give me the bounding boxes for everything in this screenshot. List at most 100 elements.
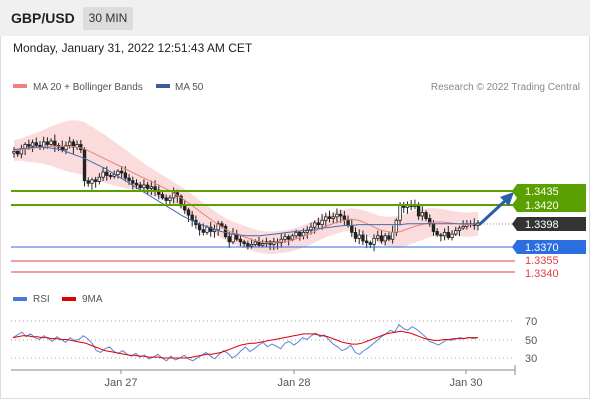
x-label-jan27: Jan 27 (104, 377, 137, 389)
x-label-jan30: Jan 30 (449, 377, 482, 389)
ma20-legend-label: MA 20 + Bollinger Bands (33, 82, 143, 93)
candle-body (454, 230, 458, 235)
candle-body (101, 171, 105, 178)
candle-body (67, 141, 72, 146)
candle-body (257, 241, 261, 246)
candle-body (30, 142, 35, 147)
candle-body (238, 238, 243, 243)
candle-body (205, 226, 209, 233)
candle-body (312, 222, 317, 228)
candle-body (227, 236, 231, 243)
candle-body (376, 235, 380, 239)
rsi-legend-label: RSI (33, 294, 50, 305)
candle-body (383, 235, 387, 242)
candle-body (220, 223, 224, 227)
candle-body (190, 214, 194, 221)
candle-body (60, 146, 64, 151)
candle-body (320, 219, 324, 226)
candle-body (131, 180, 135, 184)
candle-body (160, 194, 165, 199)
symbol-title: GBP/USD (11, 10, 75, 26)
candle-body (142, 184, 146, 188)
candle-body (431, 223, 436, 232)
candle-body (298, 231, 302, 237)
candle-body (12, 150, 16, 154)
candle-body (90, 179, 94, 184)
candle-body (357, 234, 361, 239)
candle-body (394, 219, 399, 233)
candle-body (294, 231, 298, 237)
candle-body (116, 170, 120, 176)
candle-body (364, 240, 369, 244)
candle-body (338, 213, 343, 217)
candle-body (246, 243, 250, 247)
projection-arrow-head (500, 192, 514, 206)
candle-body (372, 237, 376, 245)
candle-body (127, 177, 131, 182)
level-2-tag (517, 198, 586, 212)
candle-body (390, 231, 395, 240)
level-2-tag-arrow (512, 198, 517, 212)
candle-body (197, 224, 202, 231)
candle-body (361, 234, 365, 242)
candle-body (279, 238, 283, 244)
candle-body (64, 144, 68, 151)
candle-body (138, 184, 142, 188)
candle-body (286, 236, 291, 240)
candle-body (301, 231, 306, 237)
timeframe-button[interactable]: 30 MIN (83, 7, 133, 30)
candle-body (353, 231, 358, 239)
candle-body (249, 244, 254, 247)
rsi-legend-swatch (13, 297, 27, 301)
research-credit: Research © 2022 Trading Central (431, 82, 580, 93)
candle-body (442, 231, 447, 237)
level-1-tag-arrow (512, 184, 517, 198)
pivot-value: 1.3370 (525, 242, 559, 254)
candle-body (108, 175, 113, 177)
candle-body (261, 243, 265, 246)
candle-body (420, 212, 425, 217)
ma20-line (13, 145, 479, 244)
candle-body (16, 150, 20, 155)
ma50-line (13, 146, 478, 237)
candle-body (461, 225, 465, 229)
candle-body (446, 231, 451, 238)
rsi-axis-50: 50 (525, 335, 537, 347)
pivot-tag (517, 240, 586, 254)
candle-body (27, 144, 31, 147)
rsi-9ma-legend-swatch (62, 297, 76, 301)
rsi-9ma-line (12, 330, 478, 359)
candle-body (316, 222, 321, 225)
timestamp: Monday, January 31, 2022 12:51:43 AM CET (13, 41, 253, 55)
level-2-value: 1.3420 (525, 200, 559, 212)
candle-body (105, 171, 109, 176)
candle-body (324, 216, 328, 221)
rsi-axis-30: 30 (525, 353, 537, 365)
candle-body (387, 235, 391, 240)
candle-body (97, 176, 102, 182)
candle-body (79, 144, 83, 151)
candle-body (309, 226, 313, 232)
last-price-tag-arrow (512, 217, 517, 231)
candle-body (450, 233, 454, 238)
candle-body (82, 149, 87, 182)
candle-body (342, 215, 347, 220)
last-price-tag (517, 217, 586, 231)
support-2-value: 1.3340 (525, 268, 559, 280)
candle-body (283, 236, 287, 240)
candle-body (93, 179, 98, 182)
last-price-value: 1.3398 (525, 219, 559, 231)
candle-body (153, 186, 157, 191)
candle-body (379, 235, 384, 242)
candle-body (398, 204, 402, 221)
bollinger-band (14, 120, 478, 254)
rsi-line (12, 323, 479, 362)
candle-body (350, 225, 354, 233)
level-1-value: 1.3435 (525, 186, 559, 198)
ma50-legend-label: MA 50 (175, 82, 204, 93)
candle-body (327, 216, 332, 219)
candle-body (223, 225, 228, 238)
candle-body (149, 186, 154, 189)
candle-body (424, 212, 428, 219)
